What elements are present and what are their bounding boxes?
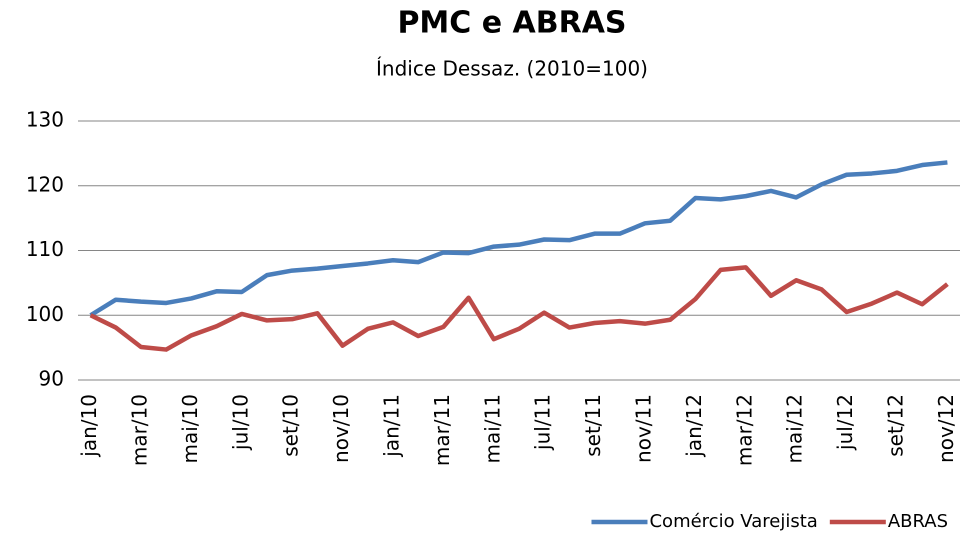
x-tick-label: mai/12	[783, 394, 807, 463]
series-line	[89, 160, 948, 318]
legend-label: Comércio Varejista	[649, 511, 817, 532]
x-tick-label: mai/11	[480, 394, 504, 463]
x-tick-label: mar/10	[128, 394, 152, 466]
y-tick-label: 100	[26, 302, 64, 326]
y-tick-label: 120	[26, 172, 64, 196]
x-tick-label: mar/11	[430, 394, 454, 466]
x-tick-label: jan/11	[380, 394, 404, 458]
x-tick-label: nov/11	[632, 394, 656, 463]
x-tick-label: set/12	[884, 394, 908, 457]
x-tick-label: jul/10	[228, 394, 252, 451]
chart-title: PMC e ABRAS	[397, 6, 626, 41]
x-tick-label: jul/12	[833, 394, 857, 451]
y-tick-label: 130	[26, 108, 64, 132]
x-tick-label: jan/12	[682, 394, 706, 458]
x-tick-label: mai/10	[178, 394, 202, 463]
x-tick-label: mar/12	[732, 394, 756, 466]
y-tick-label: 110	[26, 237, 64, 261]
x-tick-label: set/10	[279, 394, 303, 457]
x-tick-label: jan/10	[77, 394, 101, 458]
series-line	[89, 265, 949, 352]
x-tick-label: set/11	[581, 394, 605, 457]
chart-subtitle: Índice Dessaz. (2010=100)	[376, 57, 648, 81]
legend-label: ABRAS	[888, 511, 948, 532]
x-tick-label: jul/11	[531, 394, 555, 451]
x-tick-label: nov/12	[934, 394, 958, 463]
x-tick-label: nov/10	[329, 394, 353, 463]
y-tick-label: 90	[39, 367, 64, 391]
